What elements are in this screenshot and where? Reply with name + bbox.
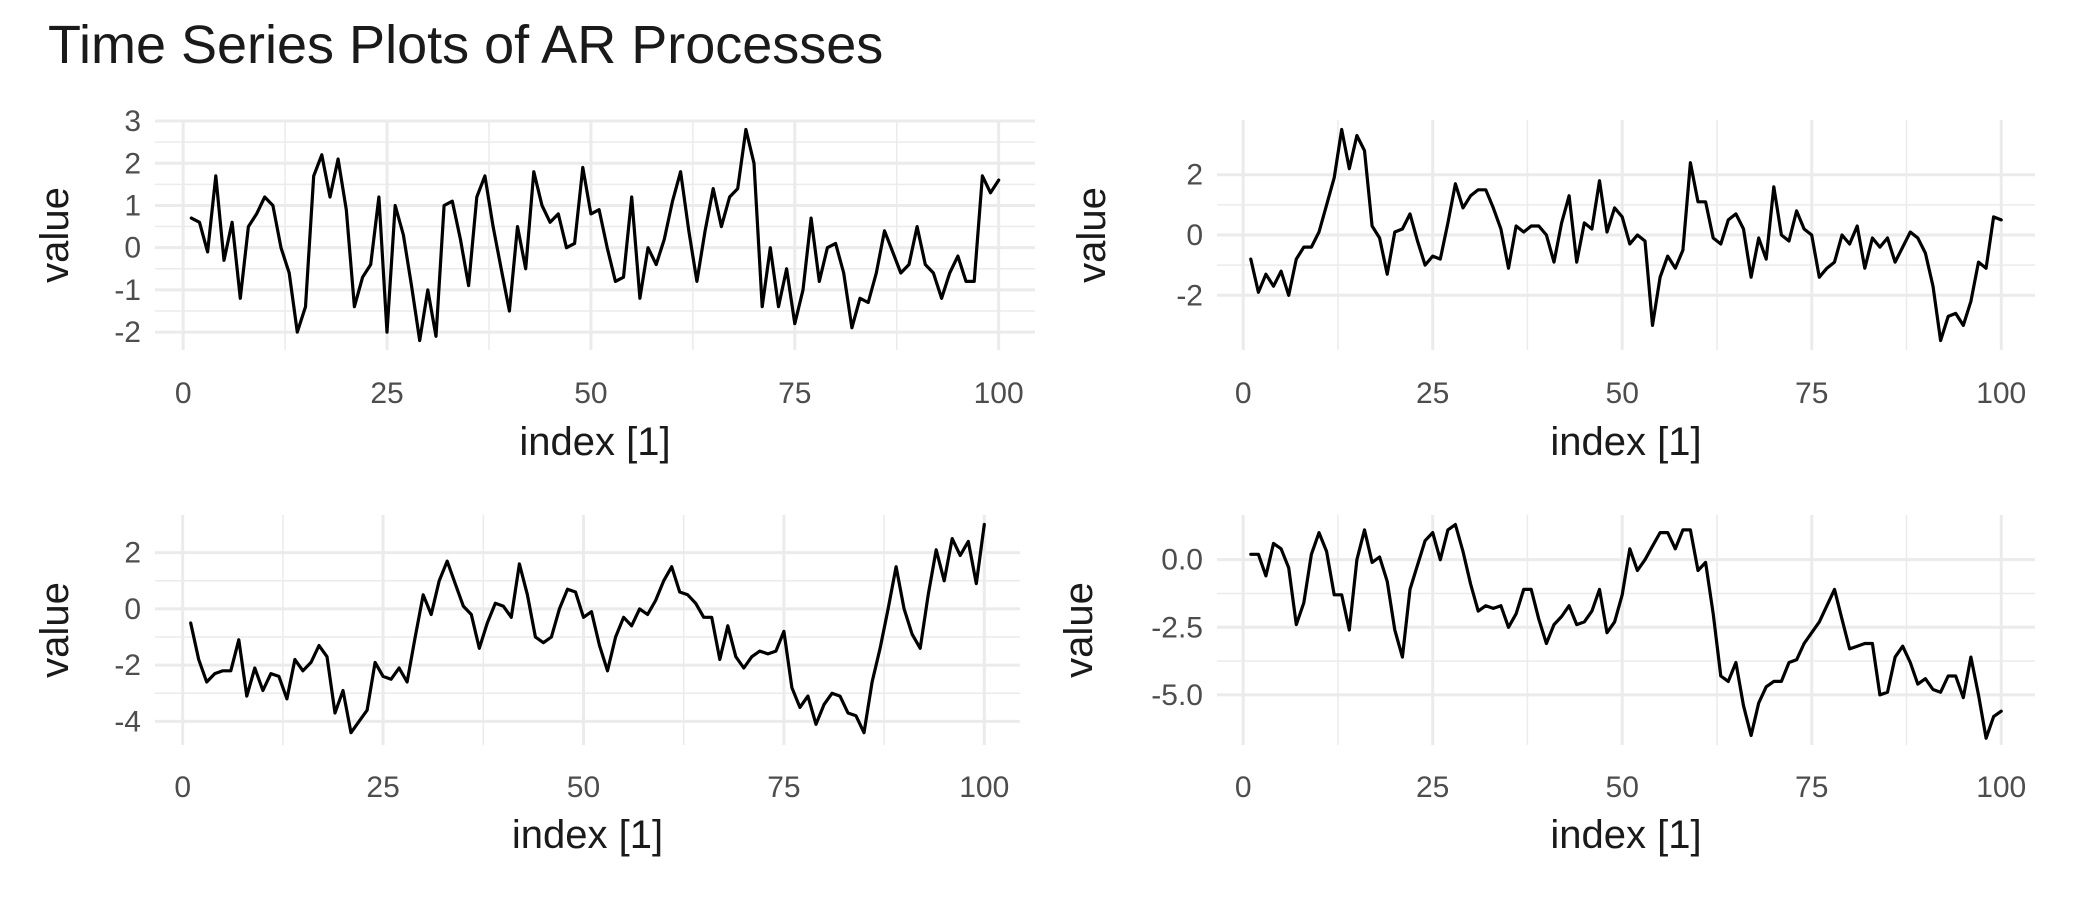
- x-tick-label: 0: [1235, 377, 1252, 410]
- y-tick-label: -1: [114, 274, 141, 307]
- x-tick-label: 25: [1416, 771, 1449, 804]
- x-axis-title: index [1]: [512, 813, 663, 857]
- x-tick-label: 75: [1795, 377, 1828, 410]
- y-tick-label: 2: [124, 147, 141, 180]
- x-tick-label: 100: [1976, 377, 2026, 410]
- y-tick-label: -5.0: [1151, 679, 1203, 712]
- series-line: [189, 522, 986, 735]
- x-tick-label: 75: [767, 771, 800, 804]
- series-line: [189, 127, 1001, 343]
- y-tick-label: -4: [114, 705, 141, 738]
- x-tick-label: 75: [1795, 771, 1828, 804]
- y-tick-label: 3: [124, 105, 141, 138]
- y-tick-label: 2: [124, 537, 141, 570]
- x-axis-title: index [1]: [1550, 420, 1701, 464]
- y-tick-label: -2: [114, 649, 141, 682]
- y-tick-label: -2: [1176, 279, 1203, 312]
- x-tick-label: 25: [370, 377, 403, 410]
- x-tick-label: 75: [778, 377, 811, 410]
- x-tick-label: 100: [1976, 771, 2026, 804]
- y-axis-title: value: [1070, 187, 1114, 283]
- y-axis-title: value: [1057, 582, 1101, 678]
- y-tick-label: -2.5: [1151, 611, 1203, 644]
- x-tick-label: 50: [574, 377, 607, 410]
- chart-panel-3: 0 25 50 75 100 -4 -2 0 2 index [1] value: [33, 515, 1020, 857]
- x-tick-label: 50: [1606, 771, 1639, 804]
- x-tick-label: 50: [1606, 377, 1639, 410]
- y-tick-label: 0: [124, 232, 141, 265]
- y-tick-label: 0.0: [1161, 544, 1203, 577]
- x-tick-label: 25: [1416, 377, 1449, 410]
- y-tick-label: 0: [1186, 219, 1203, 252]
- chart-panel-2: 0 25 50 75 100 -2 0 2 index [1] value: [1070, 120, 2035, 464]
- y-axis-title: value: [33, 582, 77, 678]
- y-axis-title: value: [33, 187, 77, 283]
- figure-title: Time Series Plots of AR Processes: [48, 15, 884, 75]
- x-tick-label: 100: [959, 771, 1009, 804]
- x-tick-label: 0: [174, 771, 191, 804]
- x-tick-label: 25: [366, 771, 399, 804]
- y-tick-label: 2: [1186, 159, 1203, 192]
- series-line: [1249, 127, 2003, 343]
- x-tick-label: 100: [974, 377, 1024, 410]
- x-tick-label: 50: [567, 771, 600, 804]
- y-tick-label: -2: [114, 316, 141, 349]
- x-axis-title: index [1]: [519, 420, 670, 464]
- series-line: [1249, 522, 2003, 740]
- x-tick-label: 0: [1235, 771, 1252, 804]
- x-axis-title: index [1]: [1550, 813, 1701, 857]
- y-tick-label: 1: [124, 189, 141, 222]
- chart-panel-1: 0 25 50 75 100 -2 -1 0 1 2 3 index [1] value: [33, 105, 1035, 464]
- y-tick-label: 0: [124, 593, 141, 626]
- x-tick-label: 0: [175, 377, 192, 410]
- chart-panel-4: 0 25 50 75 100 -5.0 -2.5 0.0 index [1] value: [1057, 515, 2035, 857]
